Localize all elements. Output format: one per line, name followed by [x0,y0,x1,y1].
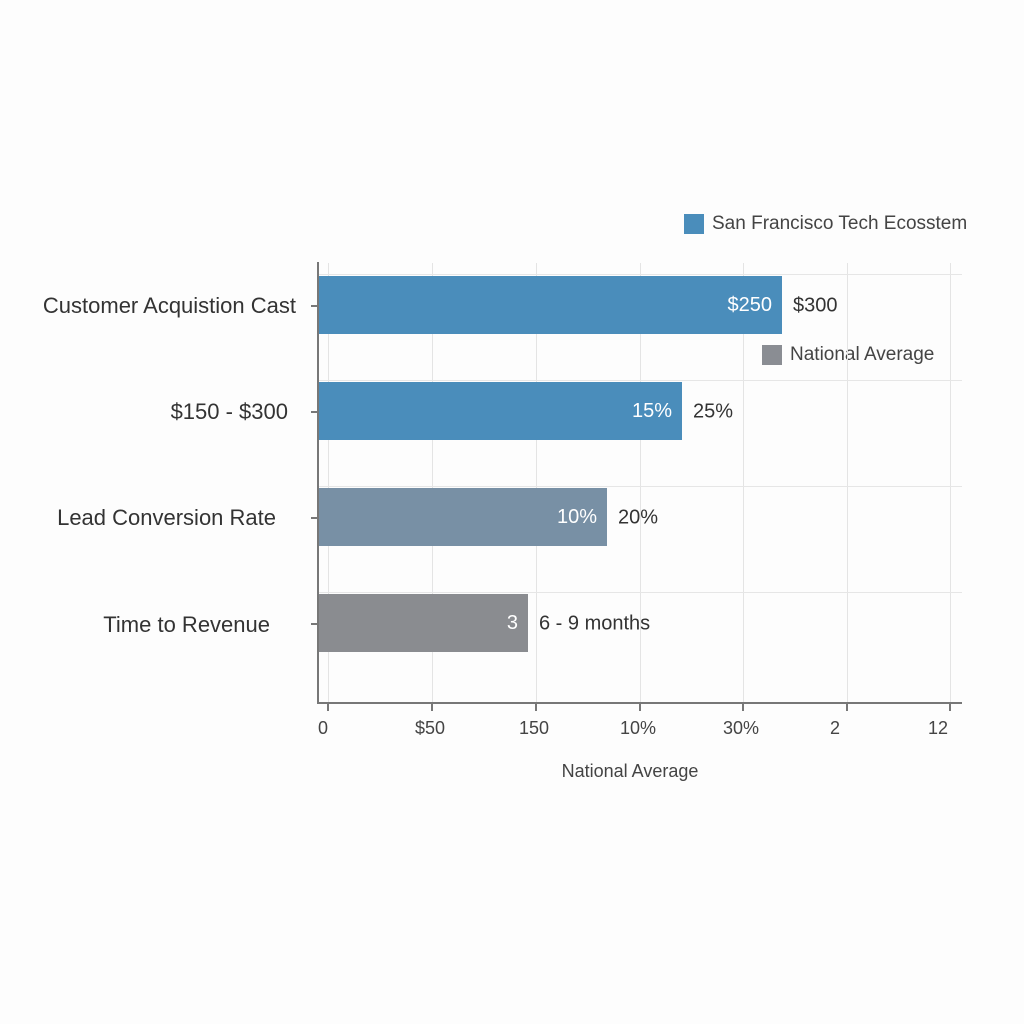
x-tick-label: 0 [317,718,329,738]
bar-value-label: 15% [631,399,672,422]
x-axis-tick [639,703,641,711]
gridline-horizontal [318,592,962,593]
legend-item-national-average: National Average [762,344,934,366]
x-tick-label: 150 [518,718,550,738]
gridline-horizontal [318,486,962,487]
category-label: Time to Revenue [103,612,270,637]
y-axis-tick [311,517,318,519]
bar-value-label: $250 [727,293,773,316]
bar-value-label: 10% [556,505,597,528]
x-axis-tick [431,703,433,711]
x-tick-label: 2 [829,718,841,738]
x-tick-label: 12 [927,718,949,738]
x-axis-tick [535,703,537,711]
bar-150-300: 15% [319,382,682,440]
x-tick-label: 10% [619,718,657,738]
category-label: $150 - $300 [170,399,288,424]
legend-label: San Francisco Tech Ecosstem [712,213,968,234]
y-axis-tick [311,305,318,307]
y-axis-line [317,262,319,704]
category-label: Lead Conversion Rate [57,505,276,530]
national-average-value-label: 25% [693,400,734,423]
gridline-vertical [743,263,744,703]
legend-item-sf-tech: San Francisco Tech Ecosstem [684,213,967,235]
gridline-vertical [536,263,537,703]
gridline-vertical [432,263,433,703]
bar-lead-conversion-rate: 10% [319,488,607,546]
x-axis-tick [949,703,951,711]
y-axis-tick [311,623,318,625]
x-axis-tick [742,703,744,711]
x-axis-tick [846,703,848,711]
legend-label: National Average [790,344,935,365]
legend-swatch-icon [684,214,704,234]
gridline-horizontal [318,274,962,275]
bar-time-to-revenue: 3 [319,594,528,652]
category-label: Customer Acquistion Cast [42,293,296,318]
bar-value-label: 3 [506,611,518,634]
gridline-vertical [950,263,951,703]
x-axis-title: National Average [561,761,699,781]
national-average-value-label: $300 [793,294,838,317]
bar-customer-acquisition-cost: $250 [319,276,782,334]
y-axis-tick [311,411,318,413]
national-average-value-label: 20% [618,506,659,529]
gridline-horizontal [318,380,962,381]
x-tick-label: $50 [414,718,446,738]
gridline-vertical [640,263,641,703]
national-average-value-label: 6 - 9 months [539,612,651,635]
gridline-vertical [847,263,848,703]
gridline-vertical [328,263,329,703]
x-tick-label: 30% [722,718,760,738]
x-axis-tick [327,703,329,711]
legend-swatch-icon [762,345,782,365]
